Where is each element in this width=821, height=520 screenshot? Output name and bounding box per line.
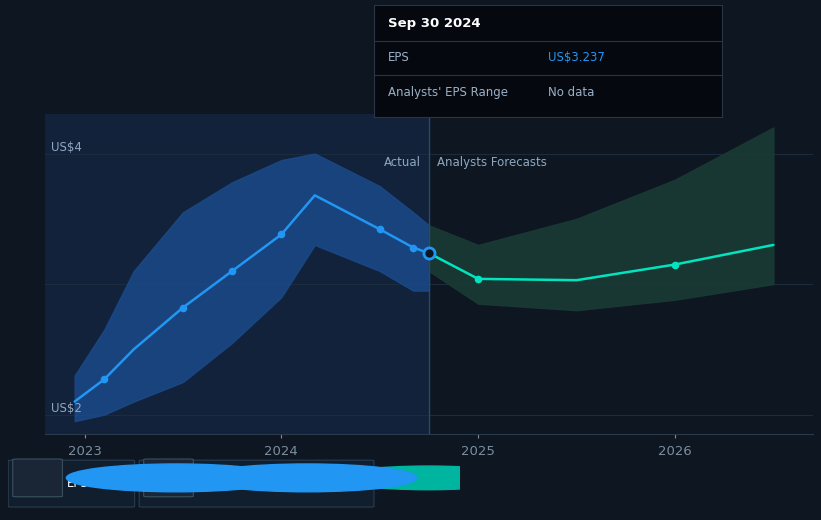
Circle shape	[335, 466, 521, 490]
Text: No data: No data	[548, 86, 594, 99]
Circle shape	[204, 466, 390, 490]
Text: US$4: US$4	[51, 140, 82, 153]
Bar	[45, 114, 429, 434]
FancyBboxPatch shape	[140, 460, 374, 507]
Text: Analysts' EPS Range: Analysts' EPS Range	[388, 86, 507, 99]
Text: Sep 30 2024: Sep 30 2024	[388, 17, 480, 30]
Text: EPS: EPS	[67, 477, 89, 490]
Circle shape	[197, 464, 417, 492]
Circle shape	[67, 464, 286, 492]
Text: Actual: Actual	[384, 156, 421, 169]
Text: US$3.237: US$3.237	[548, 51, 605, 64]
FancyBboxPatch shape	[144, 459, 194, 497]
Text: US$2: US$2	[51, 401, 82, 414]
Text: Analysts Forecasts: Analysts Forecasts	[437, 156, 547, 169]
FancyBboxPatch shape	[8, 460, 135, 507]
Text: EPS: EPS	[388, 51, 409, 64]
Text: Analysts' EPS Range: Analysts' EPS Range	[198, 477, 318, 490]
FancyBboxPatch shape	[13, 459, 62, 497]
